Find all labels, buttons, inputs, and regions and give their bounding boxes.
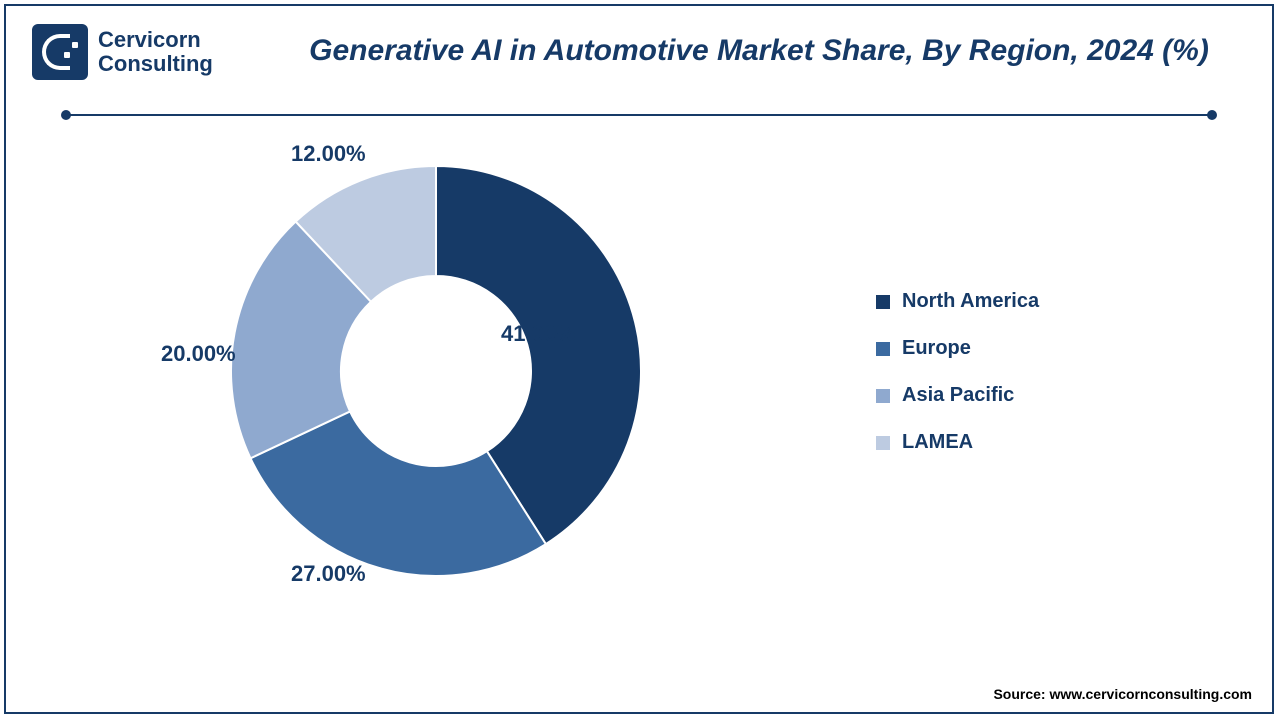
legend-item-asia-pacific: Asia Pacific [876,384,1039,407]
donut-chart [226,161,646,581]
brand-line2: Consulting [98,52,213,76]
legend-item-lamea: LAMEA [876,431,1039,454]
legend-swatch-icon [876,342,890,356]
legend: North America Europe Asia Pacific LAMEA [876,266,1039,478]
source-line: Source: www.cervicornconsulting.com [993,686,1252,702]
legend-label: Asia Pacific [902,384,1014,407]
legend-label: North America [902,290,1039,313]
legend-item-europe: Europe [876,337,1039,360]
legend-label: LAMEA [902,431,973,454]
legend-swatch-icon [876,295,890,309]
brand-logo: Cervicorn Consulting [32,24,213,80]
slice-label-lamea: 12.00% [291,141,366,167]
slice-label-asia-pacific: 20.00% [161,341,236,367]
slice-label-europe: 27.00% [291,561,366,587]
legend-item-north-america: North America [876,290,1039,313]
chart-title: Generative AI in Automotive Market Share… [286,34,1232,68]
outer-frame: Cervicorn Consulting Generative AI in Au… [4,4,1274,714]
title-rule [66,114,1212,116]
slice-label-north-america: 41.00% [501,321,576,347]
brand-mark-icon [32,24,88,80]
legend-swatch-icon [876,389,890,403]
brand-line1: Cervicorn [98,28,213,52]
legend-swatch-icon [876,436,890,450]
legend-label: Europe [902,337,971,360]
brand-name: Cervicorn Consulting [98,28,213,76]
